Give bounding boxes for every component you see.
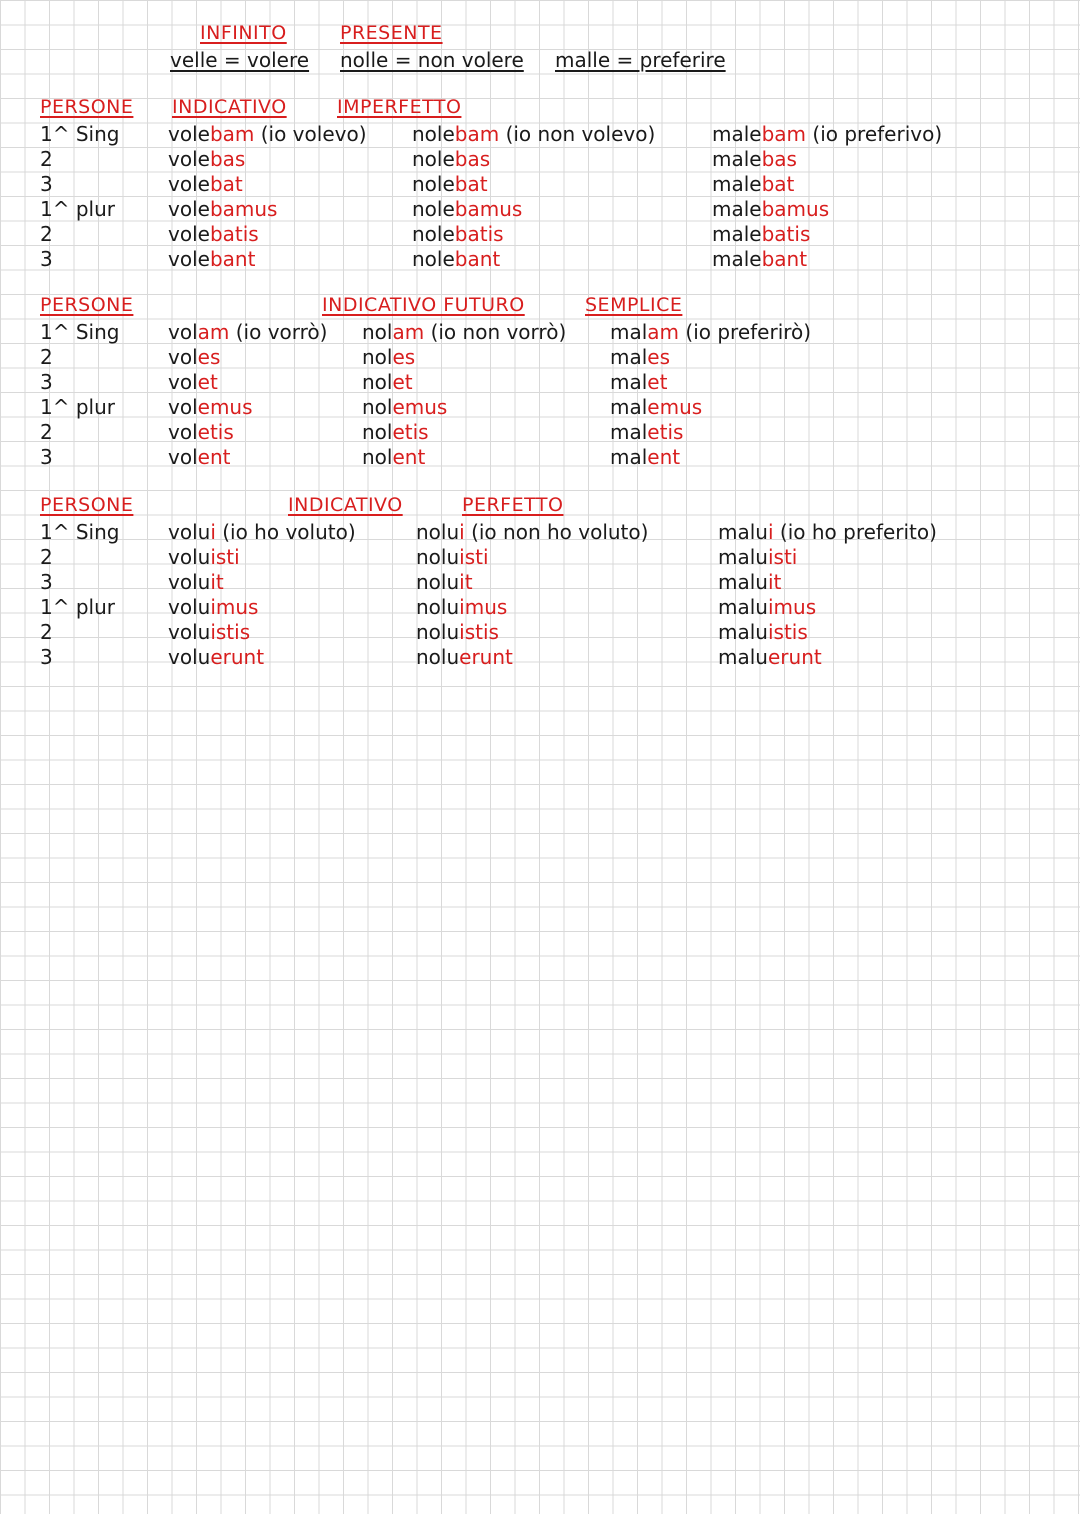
verb-form: noluistis bbox=[416, 620, 499, 644]
verb-form: volent bbox=[168, 445, 231, 469]
verb-form: maletis bbox=[610, 420, 684, 444]
person-label: 1^ Sing bbox=[40, 520, 120, 544]
verb-form: noluimus bbox=[416, 595, 508, 619]
nolle-definition: nolle = non volere bbox=[340, 48, 524, 72]
volo-column: volam (io vorrò) voles volet volemus vol… bbox=[168, 320, 327, 470]
verb-form: nolebamus bbox=[412, 197, 523, 221]
verb-form: noluisti bbox=[416, 545, 489, 569]
verb-form: nolebant bbox=[412, 247, 501, 271]
person-label: 3 bbox=[40, 370, 53, 394]
persons-column: 1^ Sing 2 3 1^ plur 2 3 bbox=[40, 320, 119, 470]
person-label: 3 bbox=[40, 570, 53, 594]
verb-form: voles bbox=[168, 345, 221, 369]
verb-form: noles bbox=[362, 345, 416, 369]
verb-form: nolebat bbox=[412, 172, 488, 196]
verb-form: nolebam (io non volevo) bbox=[412, 122, 656, 146]
verb-form: volebamus bbox=[168, 197, 278, 221]
person-label: 1^ Sing bbox=[40, 122, 120, 146]
verb-form: maluerunt bbox=[718, 645, 822, 669]
verb-form: voluimus bbox=[168, 595, 259, 619]
verb-form: volebant bbox=[168, 247, 256, 271]
person-label: 3 bbox=[40, 247, 53, 271]
verb-form: malebas bbox=[712, 147, 797, 171]
verb-form: nolebatis bbox=[412, 222, 504, 246]
verb-form: males bbox=[610, 345, 671, 369]
verb-form: maluit bbox=[718, 570, 782, 594]
person-label: 3 bbox=[40, 172, 53, 196]
tense-title-tense: IMPERFETTO bbox=[337, 96, 462, 118]
verb-form: noluit bbox=[416, 570, 473, 594]
verb-form: malemus bbox=[610, 395, 703, 419]
verb-form: noluerunt bbox=[416, 645, 513, 669]
tense-title-tense: PERFETTO bbox=[462, 494, 564, 516]
person-label: 3 bbox=[40, 645, 53, 669]
person-label: 1^ plur bbox=[40, 197, 115, 221]
verb-form: malent bbox=[610, 445, 681, 469]
verb-form: volui (io ho voluto) bbox=[168, 520, 356, 544]
person-label: 2 bbox=[40, 420, 53, 444]
nolo-column: nolui (io non ho voluto) noluisti noluit… bbox=[416, 520, 648, 670]
verb-form: voluerunt bbox=[168, 645, 265, 669]
persons-column: 1^ Sing 2 3 1^ plur 2 3 bbox=[40, 122, 119, 272]
verb-form: malebat bbox=[712, 172, 795, 196]
person-label: 2 bbox=[40, 545, 53, 569]
verb-form: voletis bbox=[168, 420, 234, 444]
nolo-column: nolam (io non vorrò) noles nolet nolemus… bbox=[362, 320, 566, 470]
verb-form: nolebas bbox=[412, 147, 491, 171]
verb-form: malebant bbox=[712, 247, 808, 271]
verb-form: maluistis bbox=[718, 620, 808, 644]
person-label: 2 bbox=[40, 147, 53, 171]
verb-form: voluistis bbox=[168, 620, 251, 644]
person-label: 2 bbox=[40, 222, 53, 246]
verb-form: noletis bbox=[362, 420, 429, 444]
verb-form: malebamus bbox=[712, 197, 830, 221]
malo-column: malebam (io preferivo) malebas malebat m… bbox=[712, 122, 942, 272]
verb-form: volet bbox=[168, 370, 218, 394]
tense-title-mood: INDICATIVO bbox=[288, 494, 403, 516]
person-label: 1^ plur bbox=[40, 395, 115, 419]
persone-label: PERSONE bbox=[40, 494, 134, 516]
person-label: 1^ plur bbox=[40, 595, 115, 619]
tense-title-tense: SEMPLICE bbox=[585, 294, 683, 316]
volo-column: volui (io ho voluto) voluisti voluit vol… bbox=[168, 520, 356, 670]
nolo-column: nolebam (io non volevo) nolebas nolebat … bbox=[412, 122, 655, 272]
malo-column: malui (io ho preferito) maluisti maluit … bbox=[718, 520, 937, 670]
presente-title: PRESENTE bbox=[340, 22, 443, 44]
verb-form: malui (io ho preferito) bbox=[718, 520, 937, 544]
person-label: 1^ Sing bbox=[40, 320, 120, 344]
verb-form: nolent bbox=[362, 445, 426, 469]
verb-form: volebat bbox=[168, 172, 243, 196]
malo-column: malam (io preferirò) males malet malemus… bbox=[610, 320, 811, 470]
verb-form: malebam (io preferivo) bbox=[712, 122, 943, 146]
persone-label: PERSONE bbox=[40, 294, 134, 316]
verb-form: volam (io vorrò) bbox=[168, 320, 328, 344]
verb-form: nolam (io non vorrò) bbox=[362, 320, 567, 344]
tense-title-mood: INDICATIVO FUTURO bbox=[322, 294, 525, 316]
volo-column: volebam (io volevo) volebas volebat vole… bbox=[168, 122, 367, 272]
verb-form: malam (io preferirò) bbox=[610, 320, 812, 344]
infinito-title: INFINITO bbox=[200, 22, 287, 44]
verb-form: nolet bbox=[362, 370, 413, 394]
verb-form: maluimus bbox=[718, 595, 817, 619]
verb-form: volebatis bbox=[168, 222, 259, 246]
person-label: 3 bbox=[40, 445, 53, 469]
verb-form: nolui (io non ho voluto) bbox=[416, 520, 649, 544]
persons-column: 1^ Sing 2 3 1^ plur 2 3 bbox=[40, 520, 119, 670]
verb-form: malebatis bbox=[712, 222, 811, 246]
verb-form: voluit bbox=[168, 570, 224, 594]
verb-form: nolemus bbox=[362, 395, 448, 419]
persone-label: PERSONE bbox=[40, 96, 134, 118]
person-label: 2 bbox=[40, 345, 53, 369]
verb-form: volebas bbox=[168, 147, 246, 171]
tense-title-mood: INDICATIVO bbox=[172, 96, 287, 118]
verb-form: volemus bbox=[168, 395, 253, 419]
verb-form: voluisti bbox=[168, 545, 240, 569]
velle-definition: velle = volere bbox=[170, 48, 310, 72]
verb-form: maluisti bbox=[718, 545, 798, 569]
malle-definition: malle = preferire bbox=[555, 48, 726, 72]
verb-form: volebam (io volevo) bbox=[168, 122, 367, 146]
verb-form: malet bbox=[610, 370, 668, 394]
person-label: 2 bbox=[40, 620, 53, 644]
